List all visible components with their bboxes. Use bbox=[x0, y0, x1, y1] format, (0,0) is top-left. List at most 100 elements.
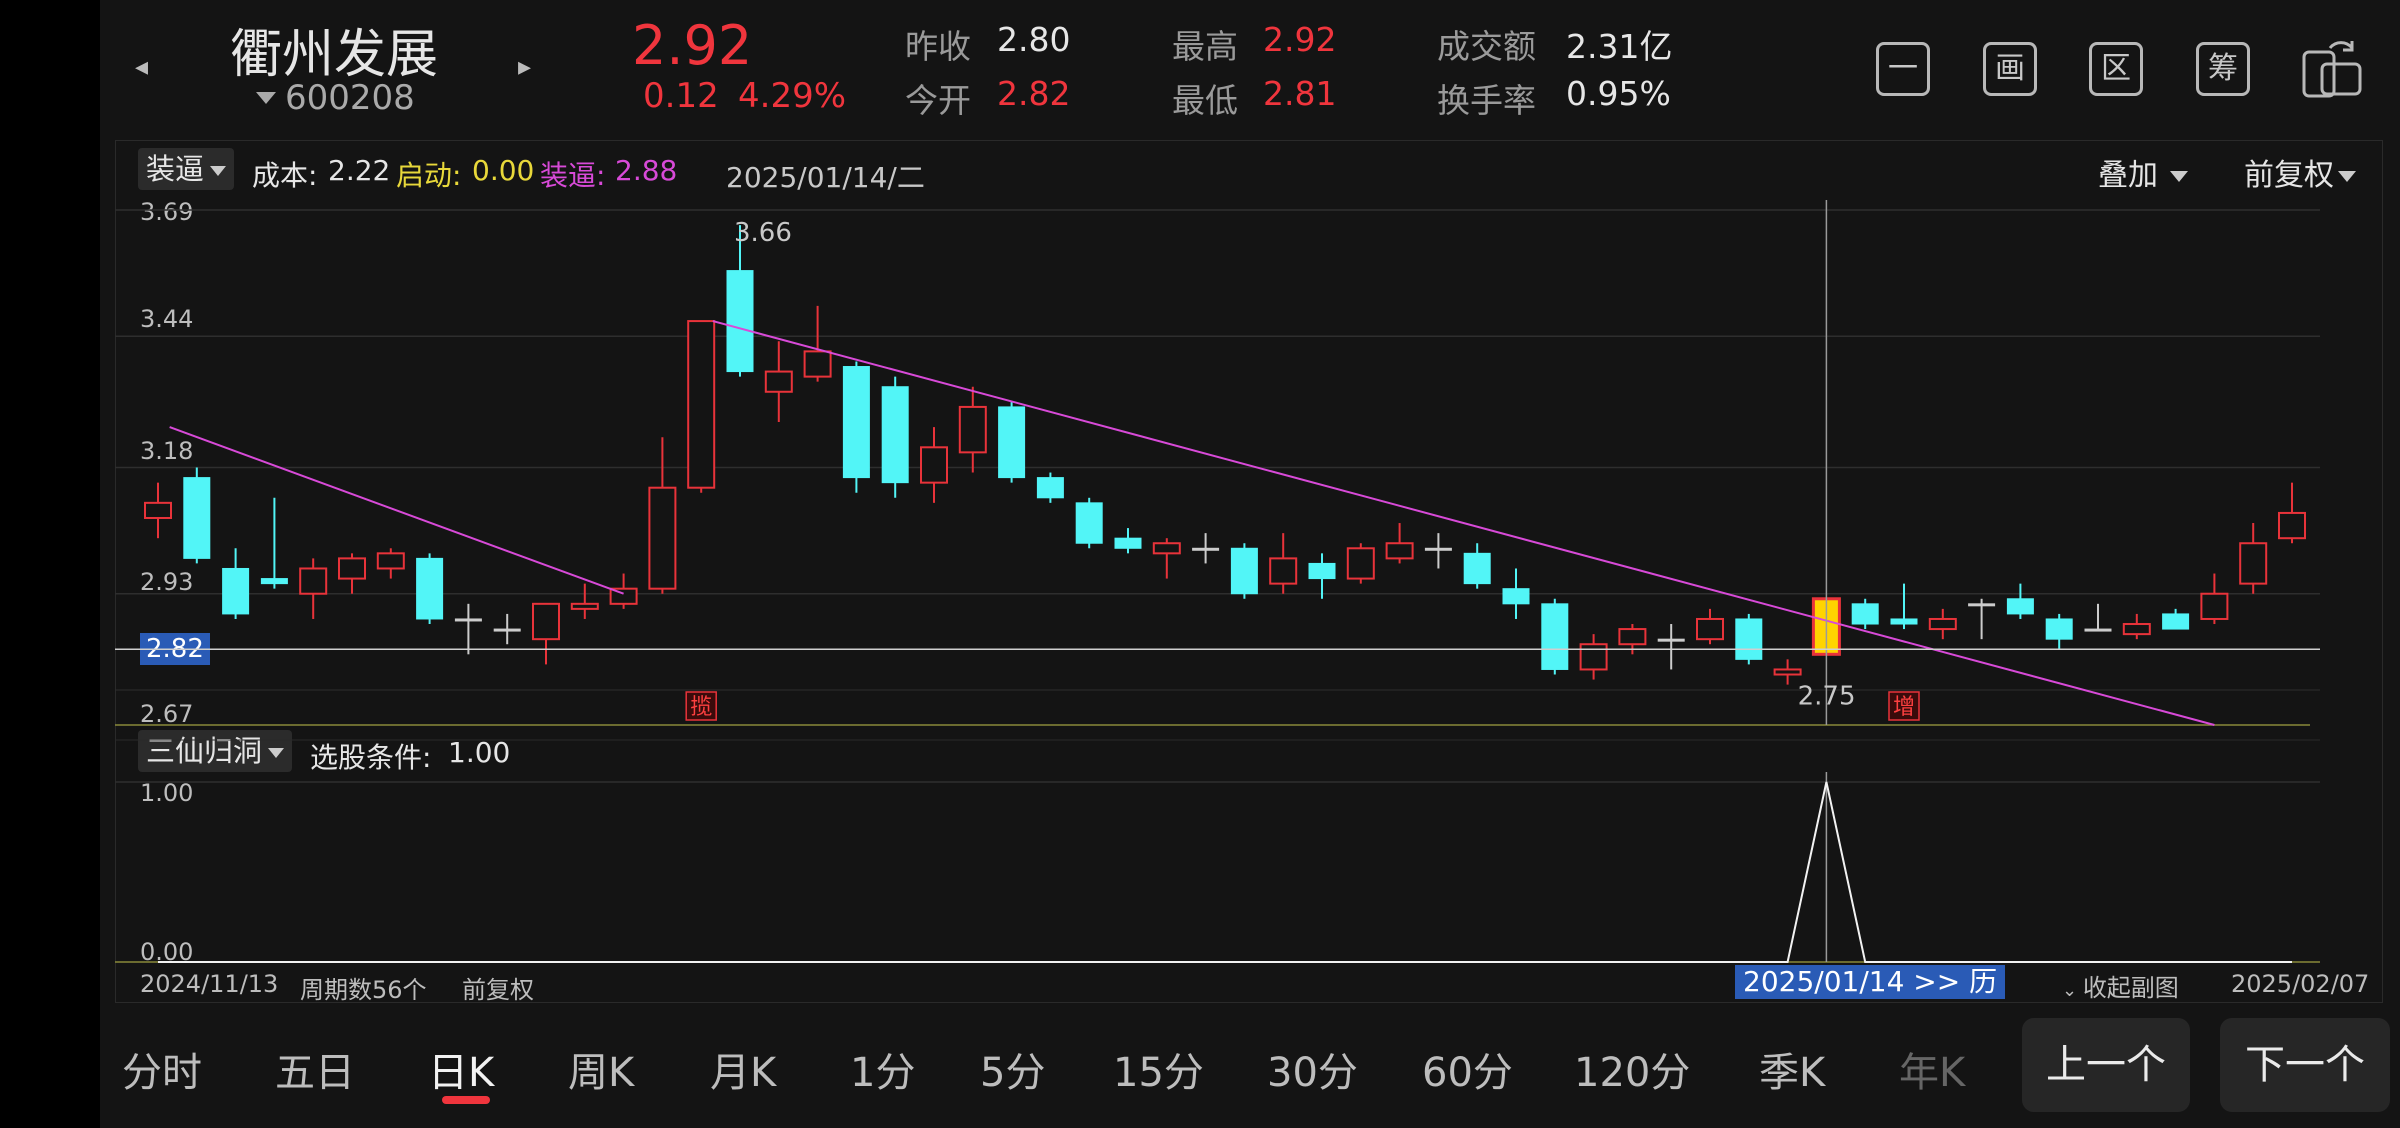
tab-timeshare[interactable]: 分时 bbox=[122, 1050, 202, 1096]
next-stock-button[interactable]: 下一个 bbox=[2220, 1018, 2390, 1112]
candle-body bbox=[842, 366, 870, 479]
zb-label: 装逼: bbox=[540, 159, 606, 192]
candle bbox=[260, 497, 288, 589]
zb-value: 2.88 bbox=[615, 154, 678, 187]
tab-1min[interactable]: 1分 bbox=[850, 1050, 916, 1096]
y-tick: 3.69 bbox=[140, 198, 194, 226]
candle bbox=[920, 427, 948, 503]
candle-body bbox=[144, 501, 172, 519]
candle bbox=[1657, 624, 1685, 670]
candle-body bbox=[1463, 552, 1491, 585]
candle bbox=[764, 341, 793, 423]
app-window: ◂ ▸ 衢州发展 600208 2.92 0.12 4.29% 昨收 2.80 … bbox=[100, 0, 2400, 1128]
high-value: 2.92 bbox=[1263, 20, 1337, 59]
sub-y-tick: 1.00 bbox=[140, 779, 194, 807]
candle-body bbox=[2084, 628, 2112, 632]
period-count: 周期数56个 bbox=[300, 976, 427, 1004]
candle bbox=[1618, 624, 1647, 655]
candle-body bbox=[299, 567, 328, 595]
candle bbox=[493, 613, 521, 645]
low-value: 2.81 bbox=[1263, 74, 1337, 113]
candle-body bbox=[764, 370, 793, 393]
tab-120min[interactable]: 120分 bbox=[1574, 1050, 1691, 1096]
draw-tool-button[interactable]: 画 bbox=[1983, 42, 2037, 96]
open-value: 2.82 bbox=[997, 74, 1071, 113]
candle-body bbox=[183, 477, 211, 559]
main-indicator-name: 装逼 bbox=[146, 152, 205, 186]
tab-daily-k[interactable]: 日K bbox=[428, 1050, 495, 1096]
main-indicator-selector[interactable]: 装逼 bbox=[138, 148, 235, 190]
candle-body bbox=[1308, 562, 1336, 580]
candle-body bbox=[1928, 617, 1957, 631]
tab-weekly-k[interactable]: 周K bbox=[568, 1050, 635, 1096]
candle bbox=[376, 548, 405, 579]
candle-body bbox=[920, 446, 948, 484]
trendline bbox=[169, 426, 624, 595]
tab-60min[interactable]: 60分 bbox=[1422, 1050, 1513, 1096]
overlay-dropdown[interactable]: 叠加 bbox=[2098, 150, 2188, 194]
tab-15min[interactable]: 15分 bbox=[1113, 1050, 1204, 1096]
candle bbox=[1579, 634, 1608, 680]
candle bbox=[1890, 583, 1918, 630]
signal-line bbox=[158, 781, 2292, 963]
caret-down-icon[interactable] bbox=[256, 92, 276, 104]
start-label: 启动: bbox=[396, 159, 462, 192]
signal-marker-1: 揽 bbox=[690, 695, 712, 720]
period-tabs: 分时 五日 日K 周K 月K 1分 5分 15分 30分 60分 120分 季K… bbox=[100, 1020, 2400, 1128]
cost-value: 2.22 bbox=[328, 154, 391, 187]
candle bbox=[183, 467, 211, 564]
candle bbox=[2162, 608, 2190, 630]
price-change: 0.12 bbox=[643, 76, 719, 116]
chevron-down-icon: ⌄ bbox=[2062, 980, 2083, 1001]
candle bbox=[1230, 543, 1258, 599]
adjust-dropdown[interactable]: 前复权 bbox=[2244, 150, 2356, 194]
dropdown-arrow-icon bbox=[210, 166, 227, 176]
tab-5min[interactable]: 5分 bbox=[980, 1050, 1046, 1096]
candle-body bbox=[570, 602, 599, 610]
candle-body bbox=[1968, 603, 1996, 607]
tab-five-day[interactable]: 五日 bbox=[275, 1050, 355, 1096]
candle bbox=[1502, 568, 1530, 619]
candle-body bbox=[1036, 477, 1064, 499]
candle bbox=[1308, 553, 1336, 599]
candle-body bbox=[803, 350, 832, 378]
kline-chart[interactable]: 3.66 2.75 揽 增 bbox=[100, 0, 2400, 1128]
prev-stock-arrow-icon[interactable]: ◂ bbox=[135, 52, 149, 82]
candle-body bbox=[1735, 618, 1763, 660]
candle-body bbox=[1269, 557, 1298, 585]
last-price: 2.92 bbox=[632, 14, 753, 77]
chart-panel[interactable] bbox=[115, 140, 2383, 1003]
candle bbox=[1269, 533, 1298, 594]
range-stats-button[interactable]: 区 bbox=[2089, 42, 2143, 96]
tab-monthly-k[interactable]: 月K bbox=[710, 1050, 777, 1096]
condition-label: 选股条件: bbox=[310, 741, 432, 774]
candle bbox=[881, 376, 909, 498]
chip-distribution-button[interactable]: 筹 bbox=[2196, 42, 2250, 96]
active-tab-indicator bbox=[442, 1096, 490, 1104]
dropdown-arrow-icon bbox=[268, 748, 285, 758]
collapse-subchart-button[interactable]: ⌄ 收起副图 bbox=[2062, 968, 2179, 1003]
condition-value: 1.00 bbox=[448, 736, 511, 769]
rotate-screen-icon[interactable] bbox=[2300, 38, 2364, 100]
candle bbox=[1346, 543, 1375, 584]
candle bbox=[2122, 613, 2151, 640]
open-label: 今开 bbox=[905, 81, 971, 120]
candle-body bbox=[338, 557, 366, 580]
next-stock-arrow-icon[interactable]: ▸ bbox=[518, 52, 532, 82]
cost-label: 成本: bbox=[252, 159, 318, 192]
tab-yearly-k[interactable]: 年K bbox=[1899, 1050, 1966, 1096]
stock-code[interactable]: 600208 bbox=[285, 78, 415, 118]
draw-line-button[interactable]: 一 bbox=[1876, 42, 1930, 96]
dropdown-arrow-icon bbox=[2170, 171, 2188, 182]
cursor-date-history-button[interactable]: 2025/01/14 >> 历 bbox=[1735, 965, 2006, 999]
stock-name[interactable]: 衢州发展 bbox=[230, 25, 439, 85]
candle-body bbox=[609, 587, 638, 605]
candle-body bbox=[454, 618, 482, 622]
tab-quarterly-k[interactable]: 季K bbox=[1759, 1050, 1826, 1096]
low-label: 最低 bbox=[1172, 81, 1238, 120]
cursor-date: 2025/01/14/二 bbox=[726, 161, 925, 194]
prev-stock-button[interactable]: 上一个 bbox=[2022, 1018, 2190, 1112]
candle bbox=[1541, 598, 1569, 675]
max-price-label: 3.66 bbox=[734, 218, 792, 248]
tab-30min[interactable]: 30分 bbox=[1267, 1050, 1358, 1096]
